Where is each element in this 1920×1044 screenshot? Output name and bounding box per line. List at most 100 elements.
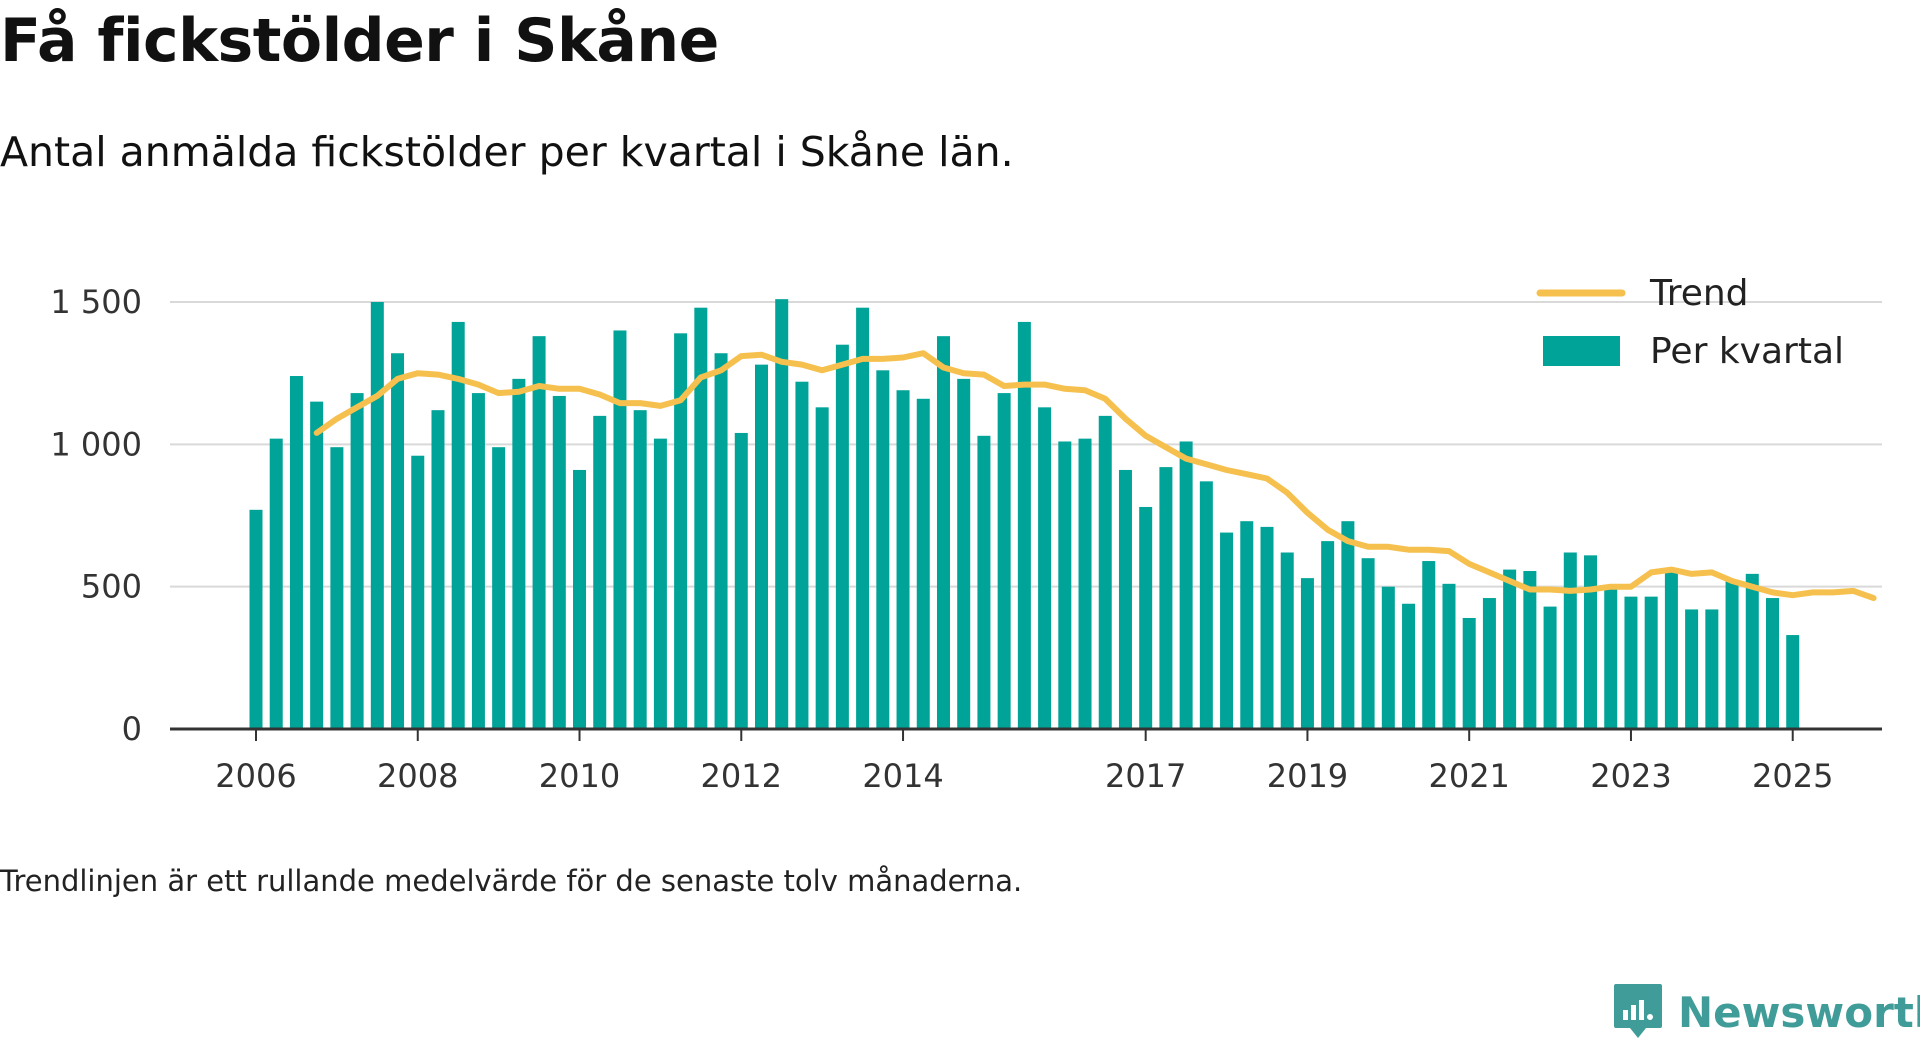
bar xyxy=(512,378,526,729)
bar xyxy=(957,378,971,729)
bar xyxy=(471,393,485,729)
bar xyxy=(997,393,1011,729)
bar xyxy=(1159,467,1173,729)
bar xyxy=(896,390,910,729)
bar xyxy=(1644,596,1658,729)
bar xyxy=(1058,441,1072,729)
bar xyxy=(289,376,303,729)
bar xyxy=(1705,609,1719,729)
x-tick-label: 2021 xyxy=(1428,757,1509,795)
bar xyxy=(1361,558,1375,729)
bar xyxy=(755,364,768,729)
bar xyxy=(249,509,263,729)
x-tick-label: 2010 xyxy=(539,757,620,795)
x-tick-label: 2023 xyxy=(1590,757,1671,795)
bar xyxy=(1118,469,1132,729)
bar xyxy=(1725,580,1739,729)
bar xyxy=(1220,532,1234,729)
y-tick-label: 1 000 xyxy=(50,425,142,463)
bar xyxy=(451,321,465,729)
bar xyxy=(1766,598,1779,729)
bar xyxy=(936,336,950,729)
x-tick-label: 2019 xyxy=(1267,757,1348,795)
bar xyxy=(492,447,506,729)
bar xyxy=(694,307,708,729)
bar xyxy=(856,307,870,729)
bar xyxy=(431,410,445,729)
bar xyxy=(1523,571,1537,729)
bar xyxy=(310,401,324,729)
bar xyxy=(330,447,344,729)
axes: 0 500 1 000 1 500 2006 2008 2010 2012 2014 2017 20… xyxy=(50,283,1882,795)
bar xyxy=(1017,321,1031,729)
bar xyxy=(1745,573,1759,729)
bar xyxy=(1624,596,1638,729)
legend: Trend Per kvartal xyxy=(1536,273,1844,372)
bar xyxy=(1462,617,1476,729)
brand-logo: Newsworthy xyxy=(1612,980,1920,1044)
bar xyxy=(815,407,829,729)
legend-bar-swatch xyxy=(1543,336,1620,366)
bar xyxy=(1098,415,1112,729)
trend-line xyxy=(313,350,1877,602)
y-tick-label: 500 xyxy=(81,568,142,606)
bar xyxy=(1199,481,1213,729)
bar xyxy=(1321,541,1335,729)
x-tick-label: 2006 xyxy=(215,757,296,795)
brand-name: Newsworthy xyxy=(1678,987,1920,1037)
bar xyxy=(1078,438,1092,729)
bar xyxy=(1422,561,1436,729)
bar xyxy=(1563,552,1577,729)
bar xyxy=(1381,586,1395,729)
bar xyxy=(1685,609,1699,729)
bar xyxy=(1503,569,1517,729)
bar xyxy=(633,410,647,729)
bar xyxy=(1260,526,1274,729)
chart-title: Få fickstölder i Skåne xyxy=(0,6,719,76)
bar xyxy=(593,415,607,729)
bar xyxy=(532,336,546,729)
y-tick-label: 1 500 xyxy=(50,283,142,321)
bar xyxy=(977,435,991,729)
bar xyxy=(1604,588,1618,729)
bar xyxy=(1442,583,1456,729)
bar xyxy=(1280,552,1294,729)
legend-bar-label: Per kvartal xyxy=(1650,331,1844,372)
bar xyxy=(1482,598,1496,729)
chart-footnote: Trendlinjen är ett rullande medelvärde f… xyxy=(0,864,1023,898)
bar xyxy=(1664,571,1678,729)
bar xyxy=(613,330,627,729)
bar xyxy=(1179,441,1193,729)
bar xyxy=(573,469,587,729)
bar xyxy=(1300,578,1314,729)
bar xyxy=(876,370,890,729)
bar xyxy=(734,432,748,729)
bar xyxy=(1543,606,1557,729)
x-tick-label: 2014 xyxy=(862,757,943,795)
x-tick-label: 2008 xyxy=(377,757,458,795)
bar xyxy=(916,398,930,729)
x-tick-label: 2017 xyxy=(1105,757,1186,795)
chart-subtitle: Antal anmälda fickstölder per kvartal i … xyxy=(0,128,1014,176)
bar xyxy=(775,299,789,729)
y-tick-label: 0 xyxy=(122,710,142,748)
bar xyxy=(350,393,364,729)
trend-series xyxy=(313,350,1877,602)
bar xyxy=(370,302,384,729)
x-tick-label: 2025 xyxy=(1752,757,1833,795)
bar xyxy=(1341,521,1355,729)
legend-trend-label: Trend xyxy=(1649,273,1749,314)
bar xyxy=(411,455,425,729)
bar xyxy=(1786,635,1800,729)
bar xyxy=(795,381,809,729)
bar xyxy=(552,395,566,729)
bar xyxy=(714,353,728,729)
bar xyxy=(1139,506,1153,729)
bar xyxy=(674,333,688,729)
newsworthy-logo-icon xyxy=(1614,984,1662,1038)
bar xyxy=(1038,407,1052,729)
x-tick-label: 2012 xyxy=(701,757,782,795)
bar-series xyxy=(249,299,1800,729)
bar xyxy=(653,438,667,729)
